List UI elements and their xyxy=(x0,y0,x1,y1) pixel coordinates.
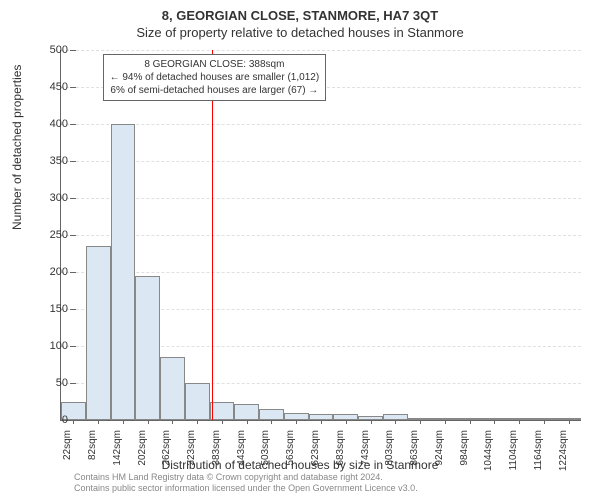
y-tick-label: 250 xyxy=(50,229,68,241)
histogram-bar xyxy=(284,413,309,420)
histogram-bar xyxy=(111,124,136,420)
y-tick xyxy=(70,309,76,310)
grid-line xyxy=(61,198,581,199)
y-tick-label: 0 xyxy=(62,414,68,426)
x-tick xyxy=(172,420,173,424)
property-marker-line xyxy=(212,50,213,420)
x-tick xyxy=(346,420,347,424)
histogram-bar xyxy=(210,402,235,421)
y-tick-label: 350 xyxy=(50,155,68,167)
x-tick xyxy=(197,420,198,424)
x-tick xyxy=(420,420,421,424)
grid-line xyxy=(61,161,581,162)
chart-title-main: 8, GEORGIAN CLOSE, STANMORE, HA7 3QT xyxy=(0,0,600,23)
x-tick xyxy=(544,420,545,424)
grid-line xyxy=(61,50,581,51)
x-tick xyxy=(321,420,322,424)
x-tick xyxy=(222,420,223,424)
y-tick-label: 500 xyxy=(50,44,68,56)
y-tick-label: 400 xyxy=(50,118,68,130)
x-tick xyxy=(395,420,396,424)
x-tick xyxy=(247,420,248,424)
x-tick xyxy=(148,420,149,424)
annotation-box: 8 GEORGIAN CLOSE: 388sqm← 94% of detache… xyxy=(103,54,327,101)
x-tick xyxy=(494,420,495,424)
y-tick xyxy=(70,87,76,88)
chart-plot-area: 22sqm82sqm142sqm202sqm262sqm323sqm383sqm… xyxy=(60,50,581,421)
y-tick xyxy=(70,198,76,199)
y-tick xyxy=(70,124,76,125)
x-tick xyxy=(371,420,372,424)
x-tick xyxy=(296,420,297,424)
y-tick xyxy=(70,420,76,421)
histogram-bar xyxy=(135,276,160,420)
chart-footer: Contains HM Land Registry data © Crown c… xyxy=(74,472,418,494)
footer-line1: Contains HM Land Registry data © Crown c… xyxy=(74,472,418,483)
y-tick xyxy=(70,383,76,384)
y-tick-label: 200 xyxy=(50,266,68,278)
x-tick-label: 82sqm xyxy=(87,430,98,460)
x-tick xyxy=(123,420,124,424)
footer-line2: Contains public sector information licen… xyxy=(74,483,418,494)
y-tick-label: 150 xyxy=(50,303,68,315)
x-axis-label: Distribution of detached houses by size … xyxy=(0,458,600,472)
y-tick xyxy=(70,161,76,162)
histogram-bar xyxy=(160,357,185,420)
x-tick-label: 22sqm xyxy=(62,430,73,460)
x-tick xyxy=(445,420,446,424)
x-tick xyxy=(470,420,471,424)
y-tick-label: 50 xyxy=(56,377,68,389)
chart-title-sub: Size of property relative to detached ho… xyxy=(0,23,600,40)
x-tick xyxy=(569,420,570,424)
grid-line xyxy=(61,124,581,125)
y-tick xyxy=(70,272,76,273)
y-tick xyxy=(70,346,76,347)
y-tick xyxy=(70,235,76,236)
y-tick-label: 300 xyxy=(50,192,68,204)
annotation-line: ← 94% of detached houses are smaller (1,… xyxy=(110,71,320,84)
histogram-bar xyxy=(86,246,111,420)
histogram-bar xyxy=(259,409,284,420)
x-tick xyxy=(519,420,520,424)
y-axis-label: Number of detached properties xyxy=(10,65,24,230)
annotation-line: 6% of semi-detached houses are larger (6… xyxy=(110,84,320,97)
grid-line xyxy=(61,235,581,236)
histogram-bar xyxy=(234,404,259,420)
grid-line xyxy=(61,272,581,273)
y-tick-label: 450 xyxy=(50,81,68,93)
x-tick xyxy=(98,420,99,424)
histogram-bar xyxy=(185,383,210,420)
y-tick-label: 100 xyxy=(50,340,68,352)
x-tick xyxy=(271,420,272,424)
annotation-line: 8 GEORGIAN CLOSE: 388sqm xyxy=(110,58,320,71)
y-tick xyxy=(70,50,76,51)
